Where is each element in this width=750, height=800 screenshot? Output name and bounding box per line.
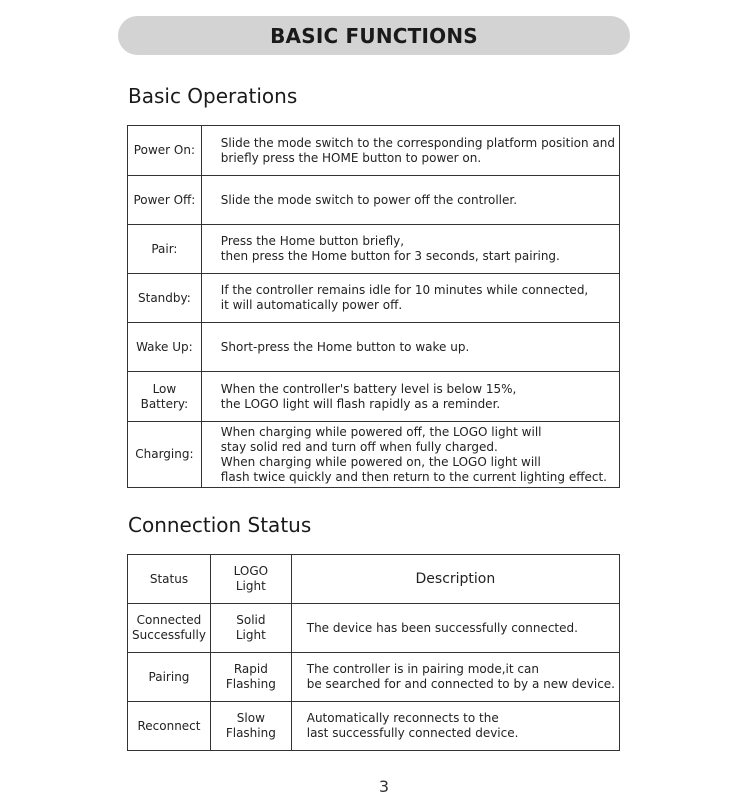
status-line: Reconnect xyxy=(137,718,201,733)
table-row: Standby: If the controller remains idle f… xyxy=(127,273,621,323)
description-line: flash twice quickly and then return to t… xyxy=(220,469,607,484)
operation-description: Slide the mode switch to power off the c… xyxy=(200,175,621,225)
table-row: Low Battery: When the controller's batter… xyxy=(127,371,621,422)
description-line: Automatically reconnects to the xyxy=(306,711,499,725)
operation-label: Power On: xyxy=(127,125,202,176)
description-line: be searched for and connected to by a ne… xyxy=(306,677,615,691)
cell-status: Connected Successfully xyxy=(127,603,211,653)
operation-description: Press the Home button briefly, then press… xyxy=(200,224,621,274)
cell-logo: Rapid Flashing xyxy=(209,652,292,702)
table-row: Reconnect Slow Flashing Automatically recon… xyxy=(127,701,621,751)
status-line: Pairing xyxy=(148,669,190,684)
description-line: last successfully connected device. xyxy=(306,726,519,740)
table-row: Power On: Slide the mode switch to the co… xyxy=(127,125,621,176)
banner-title: BASIC FUNCTIONS xyxy=(270,23,478,48)
cell-status: Reconnect xyxy=(127,701,211,751)
logo-line: Light xyxy=(235,628,266,642)
connection-status-table: Status LOGO Light Description Connected S… xyxy=(127,554,621,751)
table-row: Connected Successfully Solid Light The devic… xyxy=(127,603,621,653)
operation-label: Low Battery: xyxy=(127,371,202,422)
header-logo-light: LOGO Light xyxy=(209,554,292,604)
table-row: Pairing Rapid Flashing The controller is in… xyxy=(127,652,621,702)
operation-label: Power Off: xyxy=(127,175,202,225)
logo-line: Solid xyxy=(236,613,266,627)
header-description: Description xyxy=(290,554,621,604)
header-status: Status xyxy=(127,554,211,604)
page-number: 3 xyxy=(378,777,390,796)
section-banner: BASIC FUNCTIONS xyxy=(118,16,630,55)
table-row: Power Off: Slide the mode switch to power… xyxy=(127,175,621,225)
operation-description: Slide the mode switch to the correspondi… xyxy=(200,125,621,176)
logo-line: Rapid xyxy=(233,662,268,676)
cell-description: Automatically reconnects to the last succ… xyxy=(290,701,621,751)
description-line: When charging while powered off, the LOG… xyxy=(220,424,542,439)
table-row: Pair: Press the Home button briefly, then … xyxy=(127,224,621,274)
operation-label: Standby: xyxy=(127,273,202,323)
description-line: it will automatically power off. xyxy=(220,298,403,312)
description-line: When the controller's battery level is b… xyxy=(220,381,517,396)
description-line: The controller is in pairing mode,it can xyxy=(306,662,539,676)
operation-description: If the controller remains idle for 10 mi… xyxy=(200,273,621,323)
table-row: Wake Up: Short-press the Home button to w… xyxy=(127,322,621,372)
description-line: Short-press the Home button to wake up. xyxy=(220,339,470,354)
description-line: the LOGO light will flash rapidly as a r… xyxy=(220,396,501,411)
basic-operations-heading: Basic Operations xyxy=(128,84,298,108)
connection-status-heading: Connection Status xyxy=(128,513,312,537)
description-line: Press the Home button briefly, xyxy=(220,234,405,248)
status-line: Connected xyxy=(136,613,202,627)
description-line: If the controller remains idle for 10 mi… xyxy=(220,283,589,297)
description-line: The device has been successfully connect… xyxy=(306,620,578,635)
description-line: briefly press the HOME button to power o… xyxy=(220,150,482,165)
operation-label: Wake Up: xyxy=(127,322,202,372)
operation-label: Charging: xyxy=(127,421,202,488)
description-line: Slide the mode switch to the correspondi… xyxy=(220,135,615,150)
description-line: When charging while powered on, the LOGO… xyxy=(220,454,541,469)
operation-description: Short-press the Home button to wake up. xyxy=(200,322,621,372)
logo-line: Flashing xyxy=(225,677,276,691)
cell-description: The controller is in pairing mode,it can… xyxy=(290,652,621,702)
description-line: Slide the mode switch to power off the c… xyxy=(220,192,518,207)
description-line: stay solid red and turn off when fully c… xyxy=(220,439,498,454)
logo-line: Slow xyxy=(236,711,265,725)
description-line: then press the Home button for 3 seconds… xyxy=(220,249,560,263)
operation-label: Pair: xyxy=(127,224,202,274)
operation-description: When the controller's battery level is b… xyxy=(200,371,621,422)
cell-logo: Slow Flashing xyxy=(209,701,292,751)
cell-status: Pairing xyxy=(127,652,211,702)
basic-operations-table: Power On: Slide the mode switch to the co… xyxy=(127,125,621,488)
logo-line: Flashing xyxy=(225,726,276,740)
operation-description: When charging while powered off, the LOG… xyxy=(200,421,621,488)
table-row: Charging: When charging while powered off… xyxy=(127,421,621,488)
cell-logo: Solid Light xyxy=(209,603,292,653)
cell-description: The device has been successfully connect… xyxy=(290,603,621,653)
status-line: Successfully xyxy=(132,628,206,642)
table-header-row: Status LOGO Light Description xyxy=(127,554,621,604)
